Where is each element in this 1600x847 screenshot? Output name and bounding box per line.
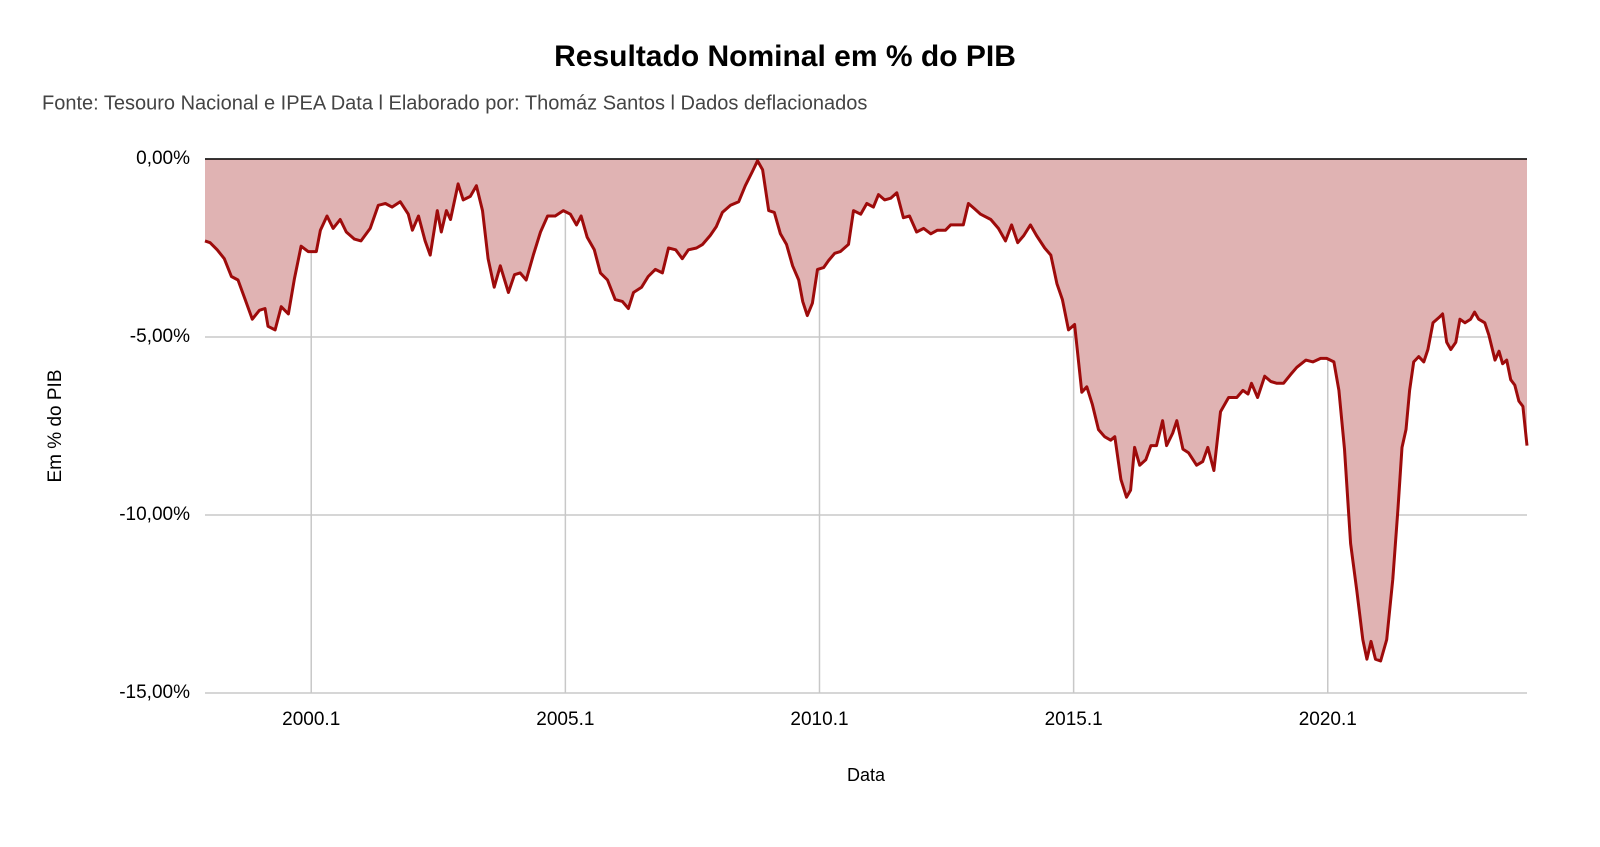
area bbox=[205, 159, 1527, 661]
y-axis-label: Em % do PIB bbox=[45, 370, 66, 483]
line bbox=[204, 159, 1529, 663]
y-tick-label: 0,00% bbox=[136, 148, 190, 169]
chart-subtitle: Fonte: Tesouro Nacional e IPEA Data l El… bbox=[42, 92, 867, 114]
x-tick-label: 2015.1 bbox=[1045, 709, 1103, 730]
chart-title: Resultado Nominal em % do PIB bbox=[554, 40, 1016, 73]
x-tick-label: 2000.1 bbox=[282, 709, 340, 730]
y-tick-label: -5,00% bbox=[130, 326, 190, 347]
x-tick-label: 2005.1 bbox=[536, 709, 594, 730]
y-tick-label: -15,00% bbox=[119, 682, 190, 703]
y-tick-label: -10,00% bbox=[119, 504, 190, 525]
x-tick-label: 2020.1 bbox=[1299, 709, 1357, 730]
x-tick-label: 2010.1 bbox=[790, 709, 848, 730]
x-axis-label: Data bbox=[847, 765, 886, 785]
